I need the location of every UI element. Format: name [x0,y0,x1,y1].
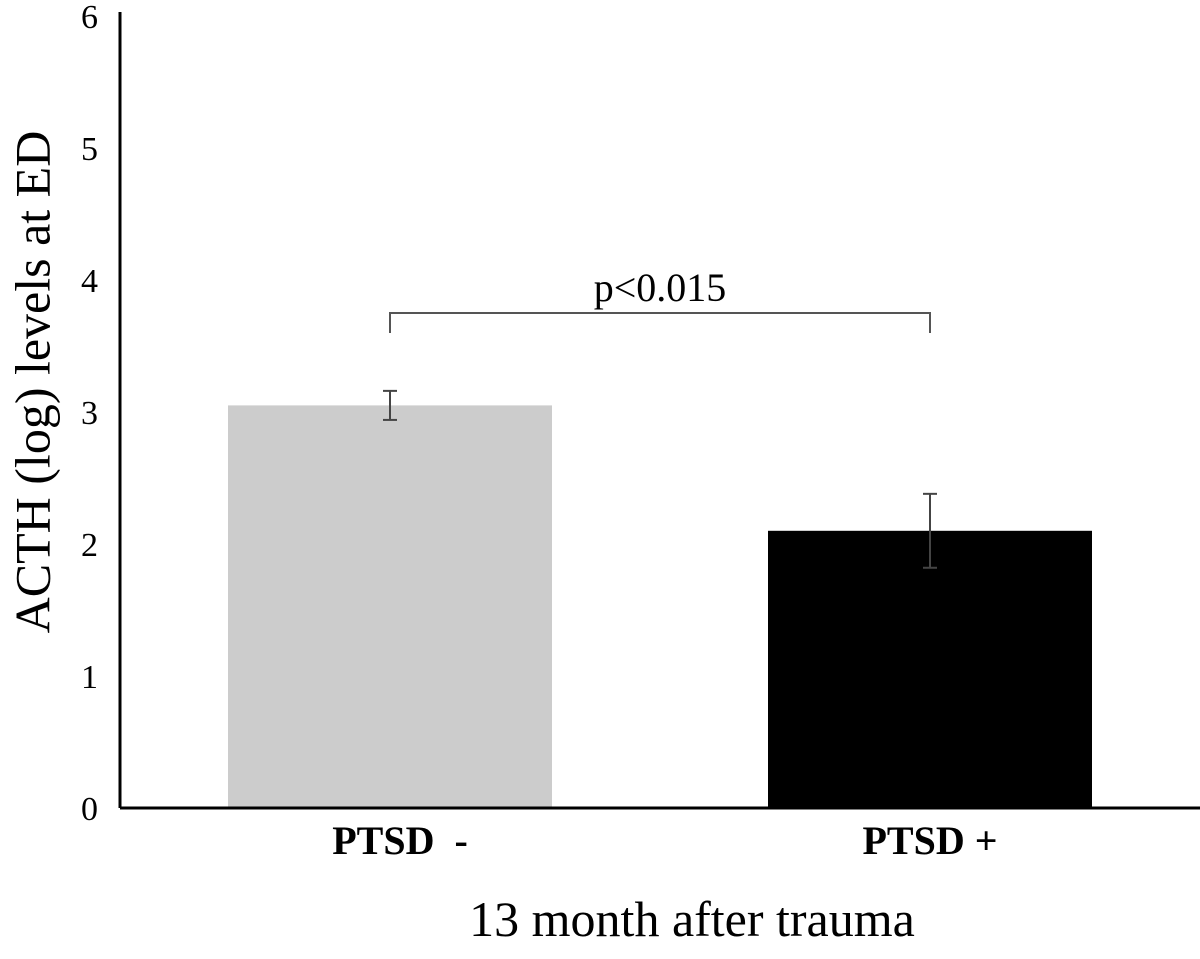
error-bars [383,389,937,569]
bar [768,530,1092,808]
significance-bracket [389,312,931,333]
y-tick-label: 3 [81,395,98,432]
x-category-label: PTSD - [332,818,468,863]
y-axis-title: ACTH (log) levels at ED [4,131,60,634]
x-category-labels: PTSD - PTSD + [332,818,997,863]
y-tick-label: 4 [81,263,98,300]
y-tick-label: 2 [81,527,98,564]
p-value-label: p<0.015 [594,265,727,310]
axes [118,12,1200,810]
y-tick-label: 6 [81,0,98,36]
bars [228,405,1092,808]
x-axis-title: 13 month after trauma [469,891,915,947]
bar [228,405,552,808]
y-tick-label: 1 [81,659,98,696]
y-ticks: 0 1 2 3 4 5 6 [81,0,98,828]
y-tick-label: 5 [81,131,98,168]
x-category-label: PTSD + [862,818,997,863]
y-tick-label: 0 [81,791,98,828]
significance-annotation: p<0.015 [389,265,931,333]
